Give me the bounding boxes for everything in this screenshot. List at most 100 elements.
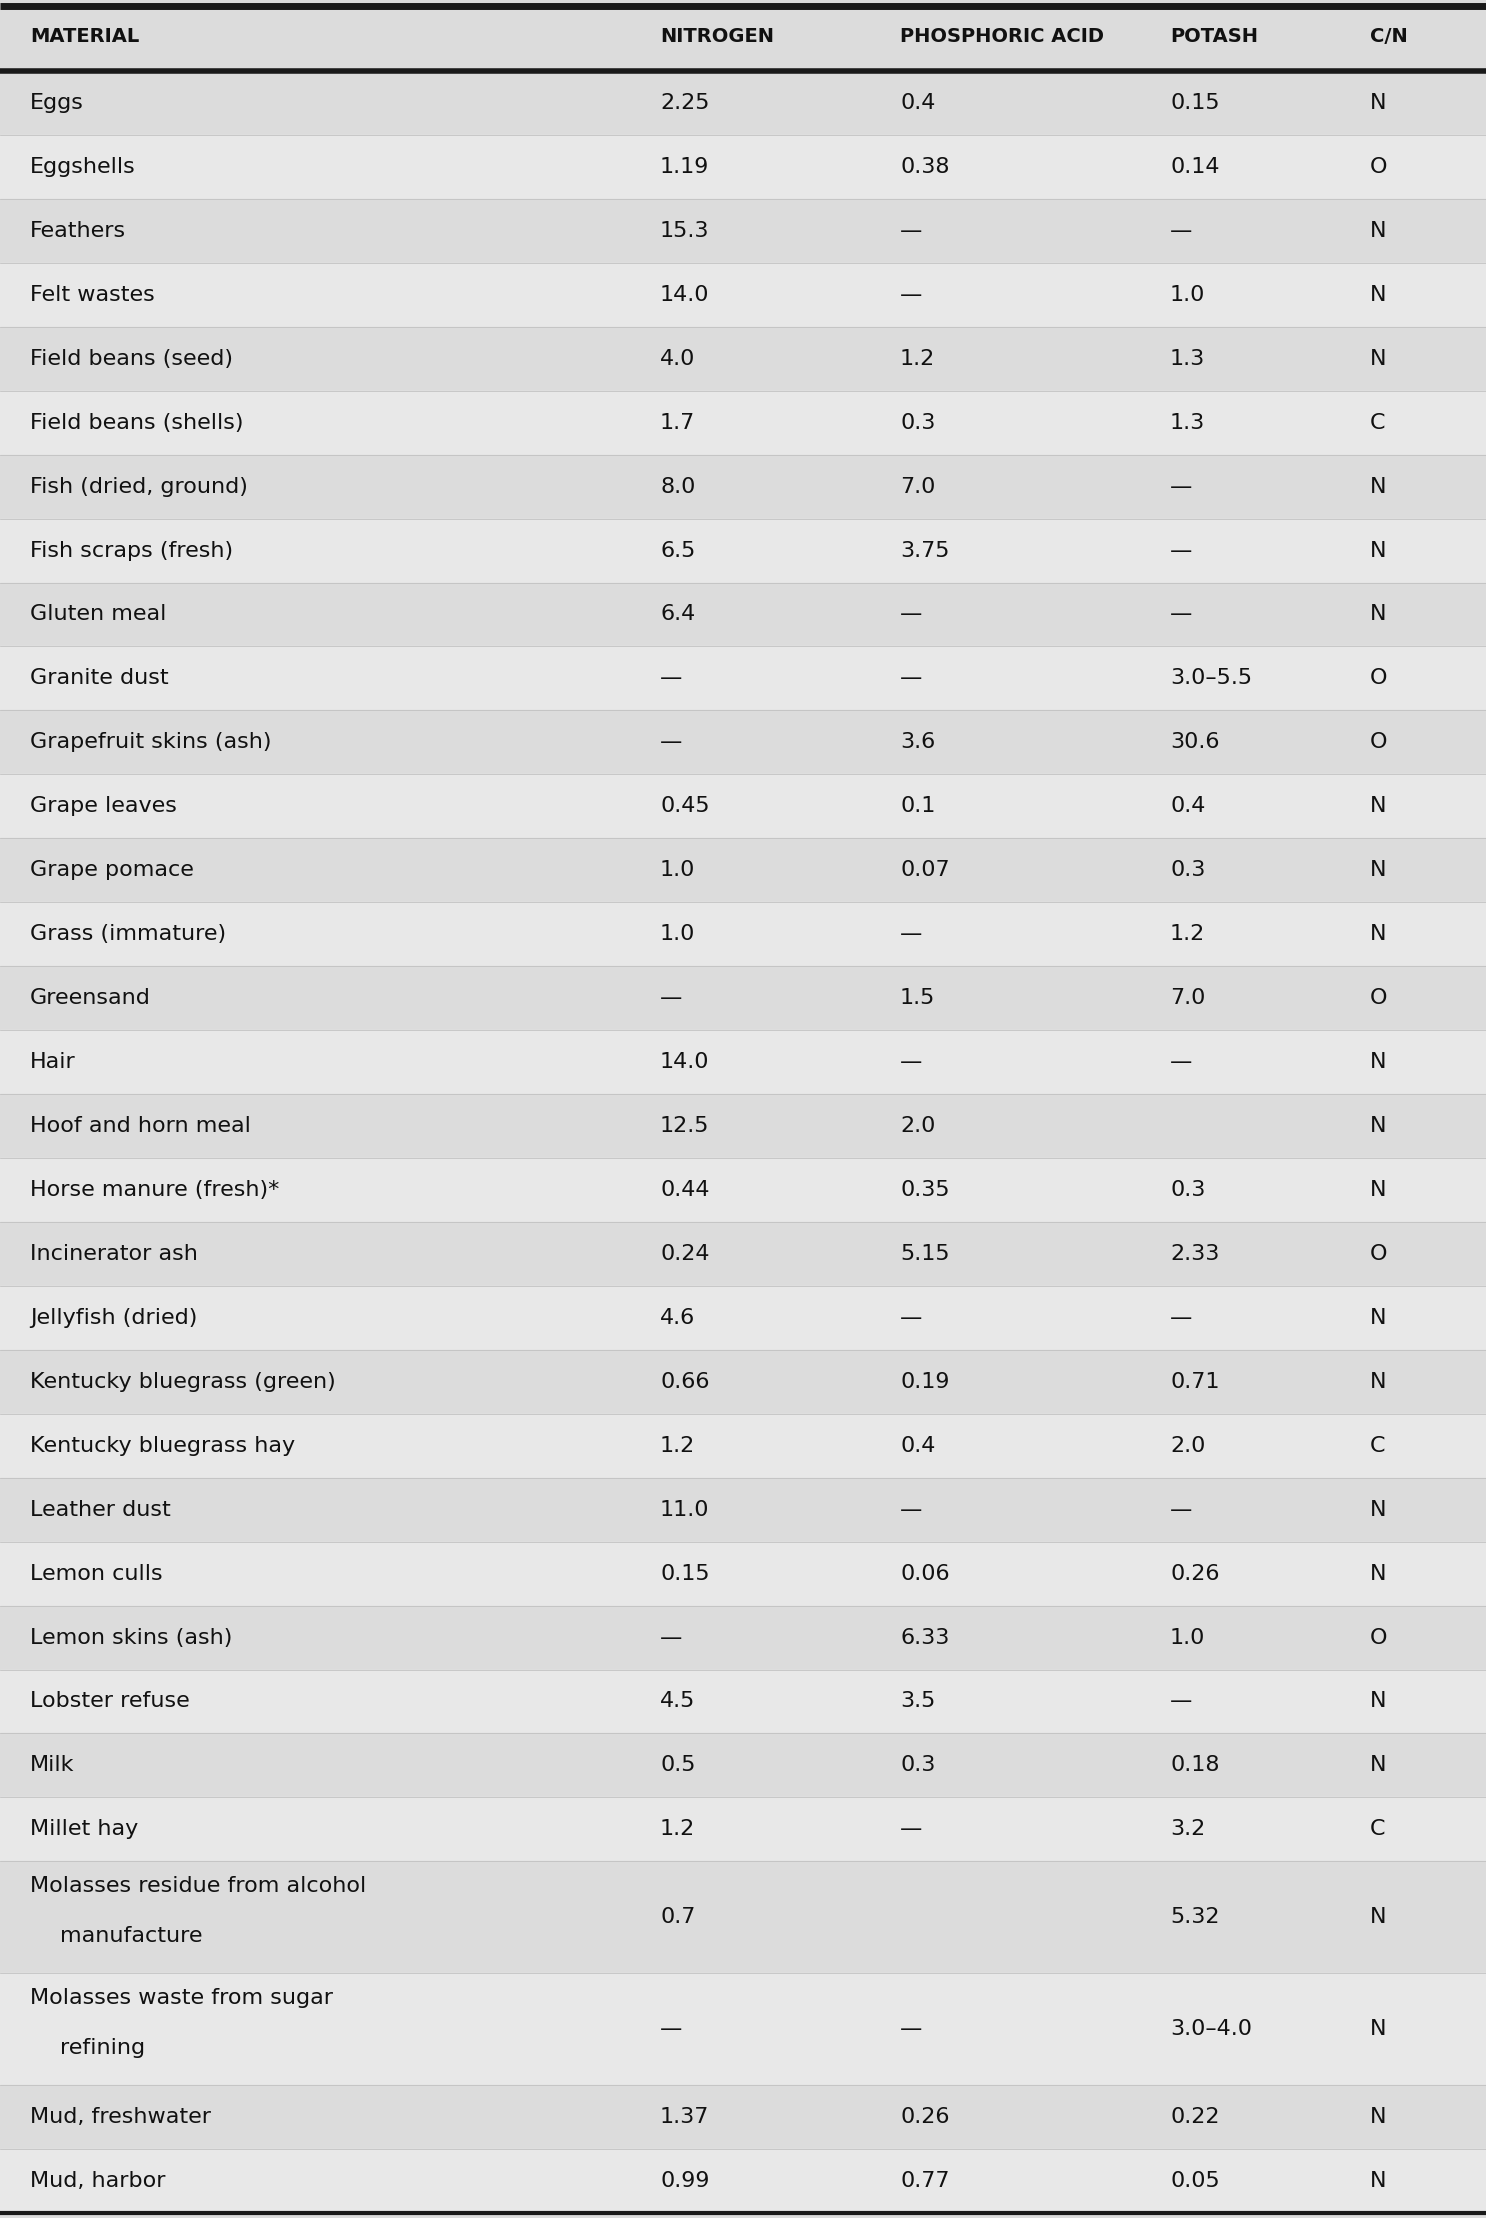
- Text: Grape leaves: Grape leaves: [30, 796, 177, 816]
- Text: NITROGEN: NITROGEN: [660, 27, 774, 47]
- Text: Millet hay: Millet hay: [30, 1819, 138, 1839]
- Text: 3.75: 3.75: [901, 541, 950, 561]
- Text: Lobster refuse: Lobster refuse: [30, 1692, 190, 1712]
- Bar: [0, 1286, 1486, 1351]
- Text: 3.6: 3.6: [901, 732, 935, 752]
- Text: 8.0: 8.0: [660, 477, 695, 497]
- Bar: [0, 455, 1486, 519]
- Text: 0.4: 0.4: [901, 93, 935, 113]
- Text: 0.66: 0.66: [660, 1371, 709, 1391]
- Text: —: —: [901, 1051, 923, 1071]
- Text: N: N: [1370, 1180, 1386, 1200]
- Text: 0.24: 0.24: [660, 1244, 709, 1264]
- Text: 1.3: 1.3: [1169, 348, 1205, 368]
- Text: 14.0: 14.0: [660, 1051, 709, 1071]
- Text: 7.0: 7.0: [1169, 989, 1205, 1009]
- Text: POTASH: POTASH: [1169, 27, 1259, 47]
- Text: —: —: [901, 284, 923, 304]
- Text: 3.0–4.0: 3.0–4.0: [1169, 2018, 1253, 2038]
- Text: Horse manure (fresh)*: Horse manure (fresh)*: [30, 1180, 279, 1200]
- Text: N: N: [1370, 796, 1386, 816]
- Text: 11.0: 11.0: [660, 1499, 709, 1519]
- Bar: [0, 1797, 1486, 1861]
- Text: Gluten meal: Gluten meal: [30, 606, 166, 625]
- Text: Lemon skins (ash): Lemon skins (ash): [30, 1628, 232, 1648]
- Text: 1.3: 1.3: [1169, 413, 1205, 433]
- Text: 30.6: 30.6: [1169, 732, 1220, 752]
- Text: 0.77: 0.77: [901, 2171, 950, 2191]
- Text: N: N: [1370, 541, 1386, 561]
- Text: —: —: [1169, 222, 1192, 242]
- Text: —: —: [901, 925, 923, 945]
- Text: 1.19: 1.19: [660, 157, 709, 177]
- Text: 4.5: 4.5: [660, 1692, 695, 1712]
- Text: 1.0: 1.0: [660, 925, 695, 945]
- Text: 0.71: 0.71: [1169, 1371, 1220, 1391]
- Text: 6.33: 6.33: [901, 1628, 950, 1648]
- Text: 0.7: 0.7: [660, 1907, 695, 1927]
- Text: 0.22: 0.22: [1169, 2107, 1220, 2127]
- Text: Grape pomace: Grape pomace: [30, 861, 193, 881]
- Text: N: N: [1370, 1371, 1386, 1391]
- Text: Mud, harbor: Mud, harbor: [30, 2171, 165, 2191]
- Bar: [0, 838, 1486, 903]
- Bar: [0, 262, 1486, 326]
- Bar: [0, 2149, 1486, 2214]
- Text: C/N: C/N: [1370, 27, 1407, 47]
- Text: 0.06: 0.06: [901, 1564, 950, 1584]
- Text: 1.0: 1.0: [660, 861, 695, 881]
- Text: 1.7: 1.7: [660, 413, 695, 433]
- Text: Mud, freshwater: Mud, freshwater: [30, 2107, 211, 2127]
- Text: 1.37: 1.37: [660, 2107, 709, 2127]
- Text: Incinerator ash: Incinerator ash: [30, 1244, 198, 1264]
- Text: 0.15: 0.15: [660, 1564, 710, 1584]
- Text: 15.3: 15.3: [660, 222, 709, 242]
- Text: 1.2: 1.2: [660, 1435, 695, 1455]
- Text: N: N: [1370, 925, 1386, 945]
- Text: —: —: [901, 606, 923, 625]
- Text: Molasses residue from alcohol: Molasses residue from alcohol: [30, 1876, 366, 1896]
- Text: O: O: [1370, 668, 1388, 688]
- Text: O: O: [1370, 1628, 1388, 1648]
- Bar: [0, 645, 1486, 710]
- Text: C: C: [1370, 413, 1385, 433]
- Text: 1.2: 1.2: [1169, 925, 1205, 945]
- Text: Fish scraps (fresh): Fish scraps (fresh): [30, 541, 233, 561]
- Text: N: N: [1370, 348, 1386, 368]
- Text: 0.3: 0.3: [901, 413, 935, 433]
- Text: N: N: [1370, 222, 1386, 242]
- Text: 6.4: 6.4: [660, 606, 695, 625]
- Text: Molasses waste from sugar: Molasses waste from sugar: [30, 1987, 333, 2007]
- Text: —: —: [1169, 1051, 1192, 1071]
- Text: 0.5: 0.5: [660, 1754, 695, 1774]
- Text: Greensand: Greensand: [30, 989, 152, 1009]
- Text: 4.6: 4.6: [660, 1309, 695, 1329]
- Bar: [0, 1670, 1486, 1734]
- Text: N: N: [1370, 284, 1386, 304]
- Text: 0.3: 0.3: [1169, 861, 1205, 881]
- Bar: [0, 7, 1486, 69]
- Text: —: —: [1169, 477, 1192, 497]
- Text: Fish (dried, ground): Fish (dried, ground): [30, 477, 248, 497]
- Text: —: —: [901, 1499, 923, 1519]
- Text: Hoof and horn meal: Hoof and horn meal: [30, 1116, 251, 1136]
- Text: C: C: [1370, 1819, 1385, 1839]
- Bar: [0, 1158, 1486, 1222]
- Text: 0.35: 0.35: [901, 1180, 950, 1200]
- Text: 0.99: 0.99: [660, 2171, 709, 2191]
- Text: 0.4: 0.4: [1169, 796, 1205, 816]
- Text: Field beans (shells): Field beans (shells): [30, 413, 244, 433]
- Text: N: N: [1370, 606, 1386, 625]
- Text: Field beans (seed): Field beans (seed): [30, 348, 233, 368]
- Text: Eggshells: Eggshells: [30, 157, 135, 177]
- Text: Eggs: Eggs: [30, 93, 83, 113]
- Bar: [0, 710, 1486, 774]
- Text: —: —: [1169, 1692, 1192, 1712]
- Text: manufacture: manufacture: [59, 1925, 202, 1945]
- Text: —: —: [1169, 1499, 1192, 1519]
- Bar: [0, 1413, 1486, 1477]
- Text: —: —: [1169, 541, 1192, 561]
- Text: 0.18: 0.18: [1169, 1754, 1220, 1774]
- Text: 3.5: 3.5: [901, 1692, 935, 1712]
- Bar: [0, 1093, 1486, 1158]
